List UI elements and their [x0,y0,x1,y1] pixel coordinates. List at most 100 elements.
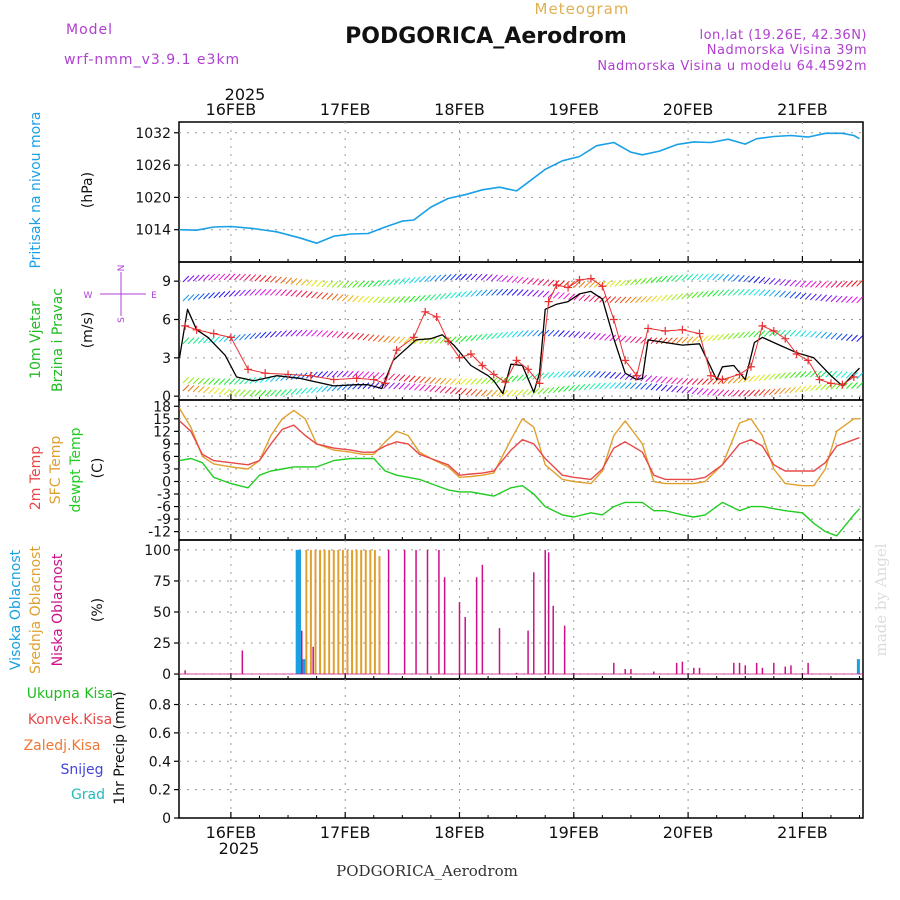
wind-direction-barb [573,281,581,288]
wind-direction-barb [840,333,848,341]
wind-direction-barb [460,335,467,343]
wind-direction-barb [455,335,462,343]
panel-frame [178,121,864,263]
gust-point [181,321,190,330]
wind-direction-barb [609,382,617,389]
wind-direction-barb [259,275,267,282]
wind-direction-barb [424,376,431,384]
y-tick-label: 6 [162,449,171,465]
wind-direction-barb [624,279,632,286]
wind-direction-barb [671,337,678,344]
wind-direction-barb [218,388,226,395]
wind-direction-barb [290,329,298,337]
wind-direction-barb [228,290,236,297]
gust-point [455,353,464,362]
y-tick-label: 3 [162,351,171,367]
wind-direction-barb [434,385,442,393]
wind-direction-barb [377,372,385,380]
wind-direction-barb [563,370,570,378]
wind-direction-barb [758,289,766,296]
wind-direction-barb [501,275,509,282]
wind-direction-barb [635,382,642,390]
wind-direction-barb [372,334,380,342]
wind-direction-barb [475,377,483,385]
bottom-day-label: 17FEB [320,823,371,842]
wind-direction-barb [594,333,601,340]
wind-direction-barb [573,370,581,378]
wind-direction-barb [203,377,210,385]
wind-direction-barb [686,292,694,299]
wind-direction-barb [702,290,709,298]
y-tick-label: 0 [162,811,171,827]
wind-direction-barb [748,389,756,397]
wind-direction-barb [681,336,689,344]
wind-direction-barb [732,332,740,339]
wind-direction-barb [300,329,308,337]
wind-direction-barb [717,273,725,281]
wind-direction-barb [367,296,375,303]
wind-direction-barb [604,334,612,341]
wind-direction-barb [619,279,627,287]
wind-direction-barb [650,383,658,391]
wind-direction-barb [285,388,293,396]
wind-direction-barb [182,275,190,283]
wind-direction-barb [624,335,632,343]
wind-direction-barb [439,336,447,344]
wind-direction-barb [840,371,848,379]
wind-direction-barb [542,329,550,337]
wind-direction-barb [208,273,215,281]
wind-direction-barb [192,385,200,393]
wind-direction-barb [516,289,524,296]
wind-direction-barb [496,332,503,339]
wind-direction-barb [691,273,699,281]
wind-direction-barb [830,281,838,288]
wind-direction-barb [552,291,560,299]
wind-direction-barb [768,388,776,396]
wind-direction-barb [480,289,488,297]
wind-direction-barb [275,289,282,296]
wind-direction-barb [856,382,864,389]
top-day-label: 21FEB [777,100,828,119]
wind-direction-barb [213,291,221,299]
gust-point [535,379,544,388]
wind-direction-barb [434,293,442,301]
wind-direction-barb [532,290,539,297]
wind-direction-barb [485,289,493,296]
wind-direction-barb [326,370,334,378]
gust-point [609,315,618,324]
wind-direction-barb [588,281,596,288]
y-tick-label: 1014 [135,223,171,239]
wind-direction-barb [398,277,406,285]
wind-direction-barb [707,378,714,385]
wind-direction-barb [357,280,365,288]
wind-direction-barb [285,289,293,297]
wind-direction-barb [758,389,766,396]
wind-direction-barb [311,386,318,394]
wind-direction-barb [223,290,231,298]
footer-station: PODGORICA_Aerodrom [336,862,518,880]
wind-direction-barb [696,273,704,281]
wind-direction-barb [341,331,349,339]
wind-direction-barb [707,273,714,281]
wind-direction-barb [810,384,817,392]
wind-direction-barb [182,337,190,345]
wind-direction-barb [635,296,642,303]
wind-direction-barb [280,389,287,396]
wind-direction-barb [506,331,514,338]
wind-direction-barb [491,376,498,384]
wind-direction-barb [480,273,488,281]
wind-direction-barb [696,291,704,298]
wind-direction-barb [326,280,334,288]
wind-direction-barb [388,296,395,304]
wind-direction-barb [738,331,745,339]
cloud-title-high: Visoka Oblacnost [8,549,24,670]
gust-point [781,334,790,343]
wind-direction-barb [449,273,457,281]
gust-point [838,380,847,389]
wind-direction-barb [563,292,570,300]
wind-direction-barb [671,274,678,282]
wind-direction-barb [789,386,797,394]
wind-direction-barb [671,377,678,385]
